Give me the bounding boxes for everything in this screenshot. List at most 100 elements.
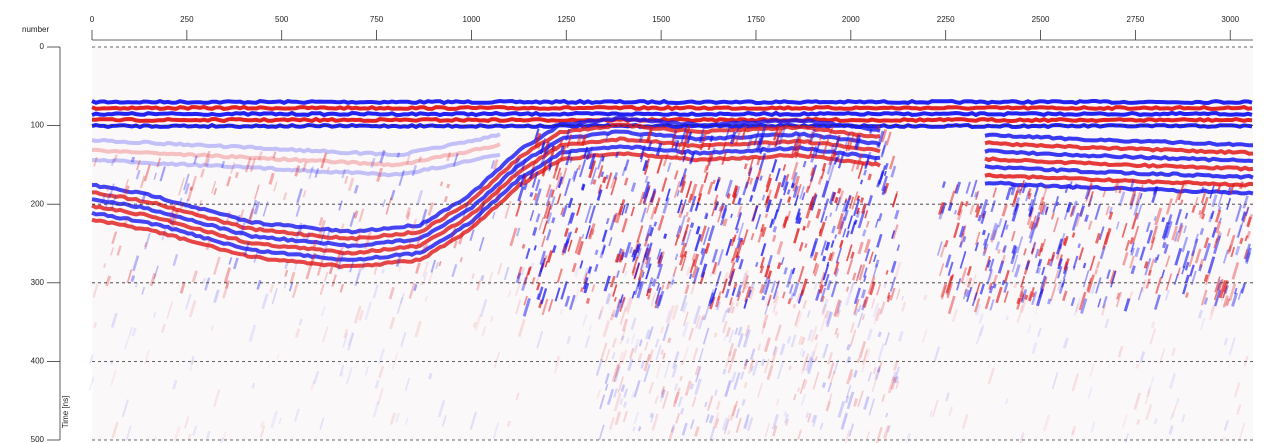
speckle xyxy=(234,171,239,179)
speckle xyxy=(1010,184,1017,196)
speckle xyxy=(1036,288,1044,307)
speckle xyxy=(605,293,612,305)
speckle xyxy=(702,327,710,345)
speckle xyxy=(1020,275,1026,288)
speckle xyxy=(938,263,945,277)
speckle xyxy=(849,282,855,294)
speckle xyxy=(490,160,495,170)
speckle xyxy=(611,309,616,317)
speckle xyxy=(684,284,690,295)
speckle xyxy=(1147,376,1155,394)
speckle xyxy=(865,220,870,228)
speckle xyxy=(1030,242,1037,255)
speckle xyxy=(734,327,739,335)
speckle xyxy=(667,337,672,344)
x-tick-label: 3000 xyxy=(1221,15,1239,24)
speckle xyxy=(965,181,971,194)
speckle xyxy=(1227,186,1232,193)
speckle xyxy=(863,169,868,176)
speckle xyxy=(660,326,665,334)
speckle xyxy=(856,195,860,202)
speckle xyxy=(1031,291,1038,306)
speckle xyxy=(634,344,639,354)
speckle xyxy=(800,355,809,375)
speckle xyxy=(1000,220,1008,238)
speckle xyxy=(161,228,167,241)
speckle xyxy=(953,222,960,239)
speckle xyxy=(1146,229,1153,244)
speckle xyxy=(737,222,745,241)
speckle xyxy=(1238,422,1246,440)
speckle xyxy=(613,365,621,383)
speckle xyxy=(640,156,644,163)
speckle xyxy=(1033,211,1041,230)
speckle xyxy=(1005,187,1012,201)
speckle xyxy=(111,231,118,245)
speckle xyxy=(678,254,685,266)
speckle xyxy=(783,181,789,196)
speckle xyxy=(807,413,812,423)
speckle xyxy=(733,372,741,390)
speckle xyxy=(1140,278,1148,293)
speckle xyxy=(104,192,111,208)
speckle xyxy=(605,133,609,142)
speckle xyxy=(1211,226,1217,238)
speckle xyxy=(591,284,596,293)
speckle xyxy=(205,238,212,251)
speckle xyxy=(665,188,671,202)
y-axis-label: Time [ns] xyxy=(61,396,70,429)
speckle xyxy=(213,389,221,408)
speckle xyxy=(478,202,486,220)
speckle xyxy=(1018,431,1025,443)
speckle xyxy=(767,270,773,280)
speckle xyxy=(1173,273,1179,285)
speckle xyxy=(897,330,904,342)
speckle xyxy=(650,292,657,307)
speckle xyxy=(1010,246,1019,265)
speckle xyxy=(961,225,967,237)
speckle xyxy=(877,361,883,374)
speckle xyxy=(541,167,547,177)
speckle xyxy=(688,154,694,165)
speckle xyxy=(983,232,990,250)
speckle xyxy=(779,128,783,136)
speckle xyxy=(222,282,230,299)
speckle xyxy=(342,332,349,348)
speckle xyxy=(141,286,146,295)
speckle xyxy=(453,240,458,249)
speckle xyxy=(679,375,683,382)
speckle xyxy=(662,391,669,409)
speckle xyxy=(783,267,788,275)
speckle xyxy=(320,152,328,169)
speckle xyxy=(1084,187,1091,200)
speckle xyxy=(704,212,709,220)
speckle xyxy=(883,170,887,177)
speckle xyxy=(1133,392,1142,410)
speckle xyxy=(806,310,811,318)
speckle xyxy=(353,184,359,194)
speckle xyxy=(293,408,300,422)
speckle xyxy=(855,264,863,282)
speckle xyxy=(704,242,711,254)
speckle xyxy=(630,182,637,192)
speckle xyxy=(830,280,838,298)
speckle xyxy=(586,270,593,282)
speckle xyxy=(187,433,192,441)
speckle xyxy=(1058,282,1065,294)
reflector xyxy=(984,156,1254,172)
speckle xyxy=(1020,289,1028,303)
speckle xyxy=(1044,206,1049,216)
speckle xyxy=(1215,230,1221,244)
speckle xyxy=(1137,286,1144,301)
speckle xyxy=(689,259,696,274)
speckle xyxy=(1213,282,1221,301)
speckle xyxy=(640,207,647,223)
speckle xyxy=(711,147,716,154)
speckle xyxy=(695,366,702,383)
speckle xyxy=(1098,226,1105,241)
speckle xyxy=(818,284,824,294)
x-tick-label: 2500 xyxy=(1032,15,1050,24)
speckle xyxy=(594,249,599,256)
speckle xyxy=(355,229,362,247)
